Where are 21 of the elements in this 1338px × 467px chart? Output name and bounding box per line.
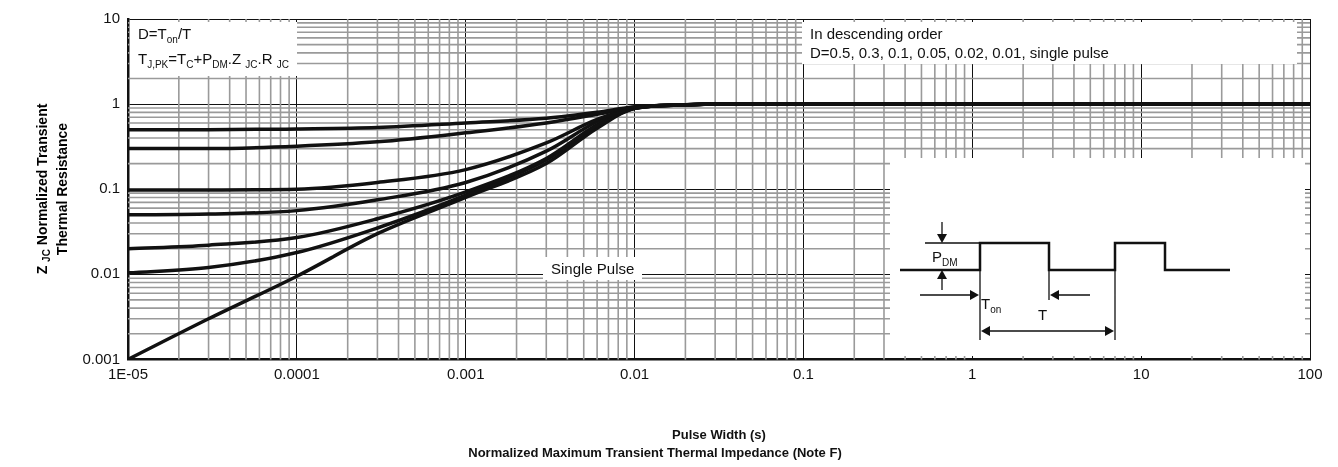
y-tick-label: 10 (103, 9, 120, 27)
annotation: In descending order D=0.5, 0.3, 0.1, 0.05, 0.02, 0.01, single pulse (810, 24, 1109, 62)
annotation: P$_{DM}$ (932, 247, 958, 270)
x-tick-label: 0.001 (446, 364, 485, 382)
y-tick-label: 0.001 (82, 349, 120, 367)
x-tick-label: 0.1 (793, 364, 814, 382)
x-axis-title: Pulse Width (s) (672, 427, 766, 443)
x-tick-label: 1 (968, 364, 977, 382)
x-tick-label: 0.0001 (273, 364, 320, 382)
y-tick-label: 1 (111, 94, 120, 112)
annotation: Single Pulse (551, 259, 635, 278)
y-tick-label: 0.1 (99, 179, 120, 197)
annotation: T (1038, 305, 1048, 324)
x-tick-label: 10 (1132, 364, 1150, 382)
text: Normalized Maximum Transient Thermal Impedance (Note F) (468, 444, 842, 460)
x-tick-label: 1E-05 (107, 364, 149, 382)
x-tick-label: 100 (1297, 364, 1323, 382)
y-tick-label: 0.01 (90, 264, 120, 282)
text: D=T$_{on}$/T T$_{J,PK}$=T$_{C}$+P$_{DM}$.Z $_{JC}$.R $_{JC}$ (138, 25, 289, 70)
annotation: T$_{on}$ (981, 294, 1002, 317)
x-tick-label: 0.01 (619, 364, 650, 382)
